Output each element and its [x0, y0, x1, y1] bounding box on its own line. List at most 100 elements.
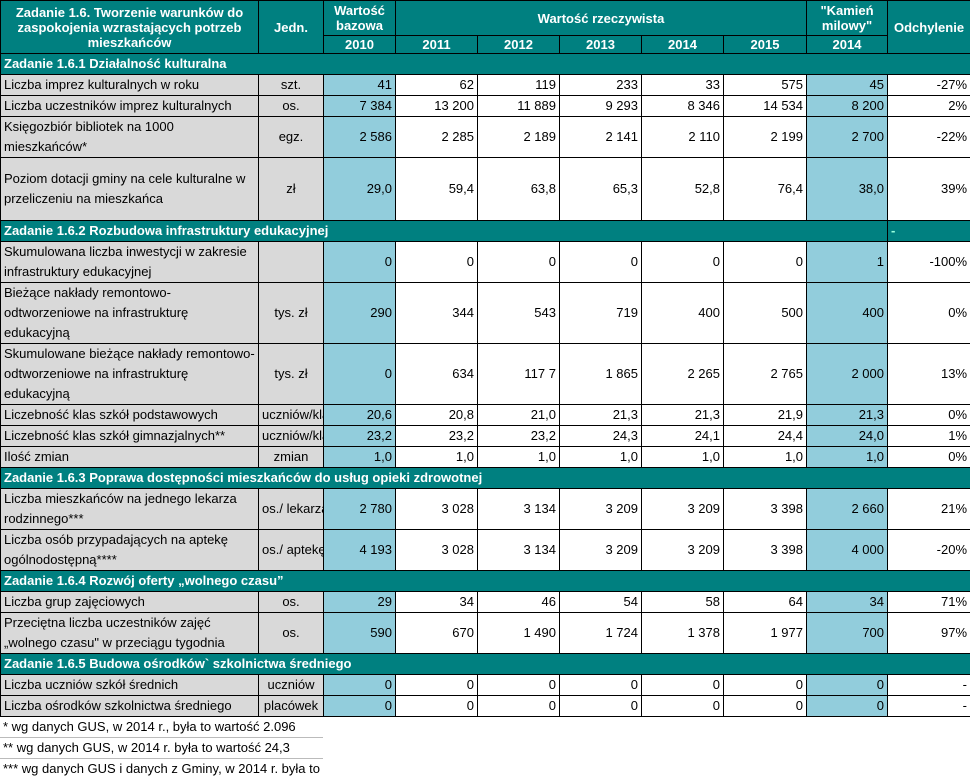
row-unit: tys. zł [258, 282, 324, 344]
value-cell: 0 [477, 241, 560, 283]
section-row: Zadanie 1.6.2 Rozbudowa infrastruktury e… [0, 220, 970, 242]
value-cell: 0 [722, 674, 808, 696]
value-cell: 0 [806, 695, 889, 717]
value-cell: 64 [722, 591, 808, 613]
section-title: Zadanie 1.6.3 Poprawa dostępności mieszk… [0, 467, 970, 489]
row-label: Liczba uczestników imprez kulturalnych [0, 95, 259, 117]
deviation-cell: 0% [887, 404, 970, 426]
row-unit: os./ aptekę [258, 529, 324, 571]
value-cell: 3 028 [395, 488, 478, 530]
header-base: Wartość bazowa [323, 0, 396, 36]
value-cell: 700 [806, 612, 889, 654]
deviation-cell: -22% [887, 116, 970, 158]
row-label: Poziom dotacji gminy na cele kulturalne … [0, 157, 259, 221]
value-cell: 590 [323, 612, 396, 654]
value-cell: 1,0 [641, 446, 724, 468]
value-cell: 20,6 [323, 404, 396, 426]
year-header: 2010 [323, 35, 396, 54]
value-cell: 41 [323, 74, 396, 96]
deviation-cell: 71% [887, 591, 970, 613]
value-cell: 719 [559, 282, 642, 344]
value-cell: 76,4 [722, 157, 808, 221]
deviation-cell: 1% [887, 425, 970, 447]
data-row: Przeciętna liczba uczestników zajęć „wol… [0, 612, 970, 654]
value-cell: 23,2 [323, 425, 396, 447]
section-mark: - [887, 220, 970, 242]
value-cell: 500 [722, 282, 808, 344]
header-deviation: Odchylenie [887, 0, 970, 54]
deviation-cell: 0% [887, 282, 970, 344]
value-cell: 1 865 [559, 343, 642, 405]
value-cell: 117 7 [477, 343, 560, 405]
footnote: ** wg danych GUS, w 2014 r. była to wart… [0, 738, 323, 759]
value-cell: 0 [722, 241, 808, 283]
value-cell: 1 490 [477, 612, 560, 654]
value-cell: 2 000 [806, 343, 889, 405]
value-cell: 3 134 [477, 488, 560, 530]
value-cell: 24,1 [641, 425, 724, 447]
data-row: Liczba uczestników imprez kulturalnych os… [0, 95, 970, 117]
value-cell: 21,3 [806, 404, 889, 426]
row-unit: uczniów [258, 674, 324, 696]
value-cell: 2 780 [323, 488, 396, 530]
row-unit: uczniów/klasę [258, 425, 324, 447]
value-cell: 24,3 [559, 425, 642, 447]
deviation-cell: 97% [887, 612, 970, 654]
value-cell: 3 028 [395, 529, 478, 571]
value-cell: 21,9 [722, 404, 808, 426]
section-title: Zadanie 1.6.1 Działalność kulturalna [0, 53, 970, 75]
section-title: Zadanie 1.6.5 Budowa ośrodków` szkolnict… [0, 653, 970, 675]
value-cell: 119 [477, 74, 560, 96]
value-cell: 7 384 [323, 95, 396, 117]
row-unit: os. [258, 95, 324, 117]
value-cell: 1,0 [323, 446, 396, 468]
section-row: Zadanie 1.6.4 Rozwój oferty „wolnego cza… [0, 570, 970, 592]
value-cell: 54 [559, 591, 642, 613]
data-row: Liczba osób przypadających na aptekę ogó… [0, 529, 970, 571]
data-row: Liczba mieszkańców na jednego lekarza ro… [0, 488, 970, 530]
row-label: Liczba osób przypadających na aptekę ogó… [0, 529, 259, 571]
value-cell: 29 [323, 591, 396, 613]
value-cell: 2 265 [641, 343, 724, 405]
row-label: Bieżące nakłady remontowo-odtworzeniowe … [0, 282, 259, 344]
section-title: Zadanie 1.6.4 Rozwój oferty „wolnego cza… [0, 570, 970, 592]
value-cell: 3 209 [559, 488, 642, 530]
row-label: Skumulowane bieżące nakłady remontowo-od… [0, 343, 259, 405]
row-label: Liczba grup zajęciowych [0, 591, 259, 613]
row-unit: uczniów/klasę [258, 404, 324, 426]
footnote: * wg danych GUS, w 2014 r., była to wart… [0, 717, 323, 738]
value-cell: 2 660 [806, 488, 889, 530]
data-row: Poziom dotacji gminy na cele kulturalne … [0, 157, 970, 221]
value-cell: 400 [806, 282, 889, 344]
value-cell: 0 [641, 695, 724, 717]
value-cell: 0 [641, 241, 724, 283]
row-unit: szt. [258, 74, 324, 96]
data-row: Liczba grup zajęciowych os. 29 34 46 54 58 64 34… [0, 591, 970, 613]
row-unit: os. [258, 612, 324, 654]
header-title: Zadanie 1.6. Tworzenie warunków do zaspo… [0, 0, 259, 54]
value-cell: 58 [641, 591, 724, 613]
deviation-cell: 13% [887, 343, 970, 405]
value-cell: 634 [395, 343, 478, 405]
value-cell: 8 200 [806, 95, 889, 117]
value-cell: 0 [559, 674, 642, 696]
value-cell: 59,4 [395, 157, 478, 221]
value-cell: 65,3 [559, 157, 642, 221]
value-cell: 4 193 [323, 529, 396, 571]
value-cell: 543 [477, 282, 560, 344]
year-header: 2014 [806, 35, 889, 54]
value-cell: 62 [395, 74, 478, 96]
value-cell: 38,0 [806, 157, 889, 221]
row-unit: zł [258, 157, 324, 221]
value-cell: 0 [323, 241, 396, 283]
value-cell: 3 134 [477, 529, 560, 571]
value-cell: 1,0 [806, 446, 889, 468]
deviation-cell: 39% [887, 157, 970, 221]
value-cell: 2 189 [477, 116, 560, 158]
value-cell: 1 977 [722, 612, 808, 654]
row-unit: os./ lekarza [258, 488, 324, 530]
row-label: Liczba mieszkańców na jednego lekarza ro… [0, 488, 259, 530]
footnote: *** wg danych GUS i danych z Gminy, w 20… [0, 759, 323, 779]
year-header: 2011 [395, 35, 478, 54]
data-row: Liczebność klas szkół podstawowych ucznió… [0, 404, 970, 426]
